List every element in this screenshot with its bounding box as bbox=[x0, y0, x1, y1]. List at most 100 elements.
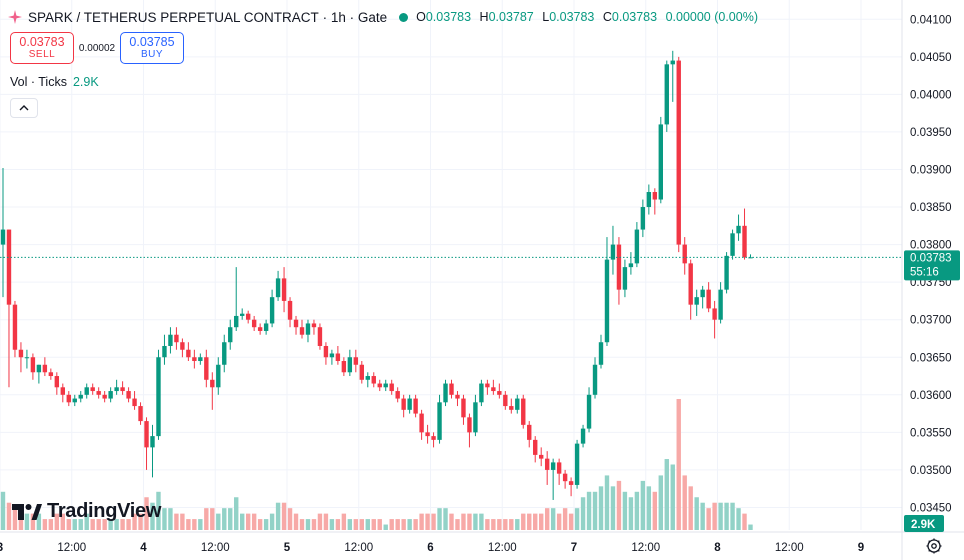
candle bbox=[96, 387, 101, 399]
candle bbox=[718, 282, 723, 324]
volume-bar bbox=[718, 502, 723, 530]
volume-indicator-value: 2.9K bbox=[72, 75, 99, 89]
time-axis[interactable]: 3 12:00 4 12:00 5 12:00 6 12:00 7 12:00 8 12:00 9 bbox=[0, 531, 964, 554]
candle bbox=[84, 383, 89, 399]
volume-indicator-legend[interactable]: Vol · Ticks 2.9K bbox=[10, 75, 99, 89]
candle-body bbox=[479, 383, 484, 403]
candle-body bbox=[515, 398, 520, 410]
candle bbox=[174, 327, 179, 350]
candle-body bbox=[329, 353, 335, 358]
open-value: 0.03783 bbox=[425, 10, 472, 24]
candle bbox=[706, 282, 711, 313]
volume-bar bbox=[281, 502, 287, 530]
candle-body bbox=[401, 398, 406, 410]
volume-bar bbox=[622, 491, 628, 530]
volume-bar bbox=[156, 491, 161, 530]
volume-bar bbox=[652, 491, 658, 530]
candle bbox=[144, 417, 149, 470]
volume-bar bbox=[527, 513, 532, 530]
collapse-legend-button[interactable] bbox=[10, 98, 38, 118]
sell-button[interactable]: 0.03783 SELL bbox=[10, 32, 74, 64]
candle bbox=[610, 225, 616, 275]
candle-body bbox=[114, 387, 119, 392]
volume-bar bbox=[568, 513, 574, 530]
candle bbox=[646, 184, 652, 215]
time-tick-label: 3 bbox=[0, 542, 3, 554]
candle-body bbox=[132, 398, 137, 407]
candle-body bbox=[12, 304, 18, 350]
tradingview-logo[interactable]: TradingView bbox=[12, 500, 161, 523]
candle-body bbox=[54, 376, 60, 388]
volume-bar bbox=[251, 513, 257, 530]
low-value: 0.03783 bbox=[549, 10, 595, 24]
open-label: O bbox=[416, 10, 426, 24]
price-tick-label: 0.03450 bbox=[910, 502, 952, 514]
candle-body bbox=[24, 357, 30, 359]
sell-label: SELL bbox=[28, 49, 56, 60]
volume-bar bbox=[509, 519, 514, 530]
candle-body bbox=[186, 349, 191, 358]
candle bbox=[168, 327, 173, 354]
candle bbox=[568, 477, 574, 497]
volume-bar bbox=[275, 502, 281, 530]
volume-bar bbox=[443, 508, 448, 530]
candle bbox=[192, 349, 197, 369]
candle-body bbox=[580, 428, 586, 444]
candle-body bbox=[634, 229, 640, 264]
candle-body bbox=[234, 315, 239, 328]
volume-bar bbox=[144, 497, 149, 530]
volume-bar bbox=[114, 519, 119, 530]
candle-body bbox=[628, 263, 634, 268]
candle-body bbox=[622, 267, 628, 290]
candle bbox=[132, 391, 137, 410]
candle-body bbox=[0, 229, 6, 245]
candle bbox=[323, 342, 329, 365]
candle bbox=[724, 252, 729, 294]
volume-bar bbox=[96, 519, 101, 530]
volume-bar bbox=[299, 519, 305, 530]
candle-body bbox=[527, 424, 532, 440]
time-tick-label: 12:00 bbox=[344, 542, 373, 554]
volume-bar bbox=[682, 475, 687, 530]
candle-body bbox=[610, 244, 616, 260]
price-axis[interactable]: 0.04100 0.04050 0.04000 0.03950 0.03900 0.038… bbox=[901, 0, 952, 560]
volume-bar bbox=[467, 513, 472, 530]
volume-bar bbox=[521, 513, 526, 530]
candle bbox=[281, 267, 287, 313]
candle-body bbox=[42, 364, 48, 373]
candle-body bbox=[216, 364, 221, 388]
candle bbox=[401, 394, 406, 418]
volume-bar bbox=[353, 519, 359, 530]
candle-body bbox=[102, 394, 107, 399]
candle bbox=[245, 310, 251, 324]
candle bbox=[311, 319, 317, 335]
candle-body bbox=[341, 361, 347, 373]
gear-icon[interactable] bbox=[924, 536, 944, 556]
volume-bar bbox=[54, 513, 60, 530]
volume-bar bbox=[419, 513, 424, 530]
candle-body bbox=[389, 383, 394, 392]
candle bbox=[156, 349, 161, 440]
symbol-title[interactable]: SPARK / TETHERUS PERPETUAL CONTRACT bbox=[28, 9, 319, 25]
candle bbox=[574, 439, 580, 489]
volume-bar bbox=[497, 519, 502, 530]
candle-body bbox=[335, 353, 341, 362]
volume-bar bbox=[323, 513, 329, 530]
candle-body bbox=[263, 323, 269, 331]
candle bbox=[467, 413, 472, 448]
candle-body bbox=[491, 387, 496, 392]
volume-bar bbox=[36, 513, 42, 530]
spark-logo-icon bbox=[8, 10, 22, 24]
candle-body bbox=[245, 313, 251, 320]
interval-label[interactable]: 1h bbox=[330, 9, 346, 25]
volume-bar bbox=[198, 519, 203, 530]
spread-value: 0.00002 bbox=[78, 42, 116, 54]
candle-body bbox=[592, 364, 598, 395]
buy-button[interactable]: 0.03785 BUY bbox=[120, 32, 184, 64]
last-price-label: 0.03783 55:16 bbox=[904, 250, 960, 281]
candle-body bbox=[174, 334, 179, 343]
candle bbox=[730, 229, 735, 260]
low-label: L bbox=[542, 10, 550, 24]
candle bbox=[521, 394, 526, 429]
